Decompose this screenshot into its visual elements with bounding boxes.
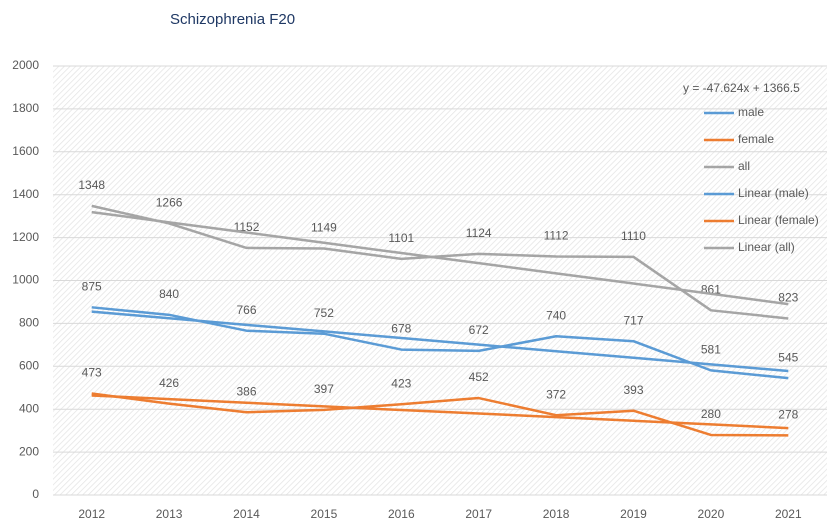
data-label: 823	[778, 291, 798, 305]
legend-label: Linear (all)	[738, 240, 795, 254]
x-tick-label: 2013	[156, 507, 183, 521]
chart-title: Schizophrenia F20	[170, 11, 295, 28]
series-line	[91, 310, 789, 373]
legend-label: female	[738, 132, 774, 146]
series-line	[91, 204, 789, 320]
y-tick-label: 1800	[12, 101, 39, 115]
data-label: 766	[236, 303, 256, 317]
data-label: 393	[623, 383, 643, 397]
x-tick-label: 2015	[311, 507, 338, 521]
y-tick-label: 200	[19, 444, 39, 458]
data-label: 1149	[311, 221, 337, 235]
data-label: 423	[391, 376, 411, 390]
data-label: 280	[701, 407, 721, 421]
data-label: 875	[82, 279, 102, 293]
series-line	[91, 394, 789, 430]
y-tick-label: 1000	[12, 273, 39, 287]
legend-label: Linear (male)	[738, 186, 809, 200]
x-tick-label: 2018	[543, 507, 570, 521]
legend-label: all	[738, 159, 750, 173]
data-label: 386	[236, 384, 256, 398]
legend-label: male	[738, 105, 764, 119]
x-tick-label: 2017	[465, 507, 492, 521]
data-label: 740	[546, 308, 566, 322]
data-label: 672	[469, 323, 489, 337]
y-tick-label: 0	[32, 487, 39, 501]
data-label: 426	[159, 376, 179, 390]
data-label: 1110	[621, 229, 646, 243]
data-label: 1124	[466, 226, 492, 240]
data-label: 397	[314, 382, 334, 396]
data-label: 752	[314, 306, 334, 320]
data-label: 840	[159, 287, 179, 301]
annotation: y = -47.624x + 1366.5	[683, 81, 800, 95]
data-label: 372	[546, 387, 566, 401]
y-tick-label: 1600	[12, 144, 39, 158]
data-label: 717	[623, 313, 643, 327]
data-label: 545	[778, 350, 798, 364]
y-tick-label: 400	[19, 401, 39, 415]
data-label: 473	[82, 366, 102, 380]
data-label: 452	[469, 370, 489, 384]
x-tick-label: 2014	[233, 507, 260, 521]
y-tick-label: 1200	[12, 230, 39, 244]
x-tick-label: 2020	[698, 507, 725, 521]
x-tick-label: 2021	[775, 507, 802, 521]
y-tick-label: 1400	[12, 187, 39, 201]
data-label: 1348	[78, 178, 105, 192]
data-label: 278	[778, 408, 798, 422]
legend-label: Linear (female)	[738, 213, 819, 227]
data-label: 678	[391, 322, 411, 336]
x-tick-label: 2019	[620, 507, 647, 521]
series-line	[91, 210, 789, 306]
y-tick-label: 800	[19, 316, 39, 330]
data-label: 1112	[544, 229, 569, 243]
x-tick-label: 2012	[78, 507, 105, 521]
data-label: 581	[701, 343, 721, 357]
x-tick-label: 2016	[388, 507, 415, 521]
y-tick-label: 2000	[12, 58, 39, 72]
y-tick-label: 600	[19, 358, 39, 372]
data-label: 1101	[388, 231, 414, 245]
data-label: 1266	[156, 196, 183, 210]
